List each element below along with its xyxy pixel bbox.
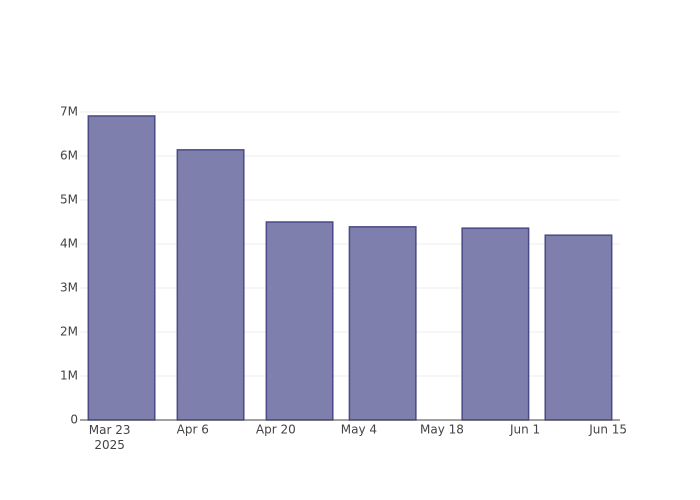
bar (176, 149, 245, 421)
x-tick-label: Jun 15 (588, 423, 627, 437)
y-tick-label: 4M (60, 237, 78, 251)
y-tick-label: 0 (70, 413, 78, 427)
x-tick-label: Apr 6 (177, 423, 209, 437)
bar (87, 115, 156, 421)
x-tick-label: Apr 20 (256, 423, 296, 437)
y-tick-label: 3M (60, 281, 78, 295)
axes: 0 1M 2M 3M 4M 5M 6M 7M Mar 23 2025 Apr 6 Apr 20 May … (60, 105, 627, 452)
y-tick-label: 1M (60, 369, 78, 383)
x-tick-label: May 18 (420, 423, 464, 437)
bar (265, 221, 334, 421)
y-tick-label: 6M (60, 149, 78, 163)
bar (348, 226, 417, 421)
bar (461, 227, 530, 421)
x-tick-label: May 4 (341, 423, 377, 437)
y-tick-label: 7M (60, 105, 78, 119)
x-tick-label: Mar 23 2025 (89, 423, 131, 452)
bar (544, 234, 613, 421)
x-tick-label: Jun 1 (509, 423, 540, 437)
y-tick-label: 2M (60, 325, 78, 339)
y-tick-label: 5M (60, 193, 78, 207)
bars (87, 115, 613, 421)
